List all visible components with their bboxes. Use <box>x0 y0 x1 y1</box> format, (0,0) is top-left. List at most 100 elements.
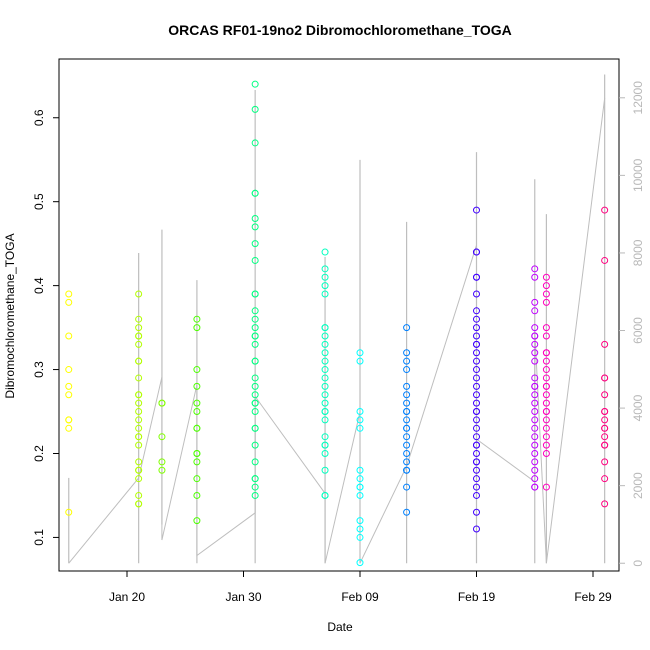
data-point <box>601 408 609 416</box>
data-point <box>251 408 259 416</box>
data-point <box>135 441 143 449</box>
data-point <box>251 256 259 264</box>
data-point <box>193 424 201 432</box>
x-tick-label: Feb 29 <box>574 590 612 604</box>
data-point <box>135 315 143 323</box>
data-point <box>65 332 73 340</box>
data-point <box>356 559 364 567</box>
data-point <box>542 324 550 332</box>
data-point <box>531 458 539 466</box>
data-point <box>403 357 411 365</box>
data-point <box>251 105 259 113</box>
data-point <box>356 349 364 357</box>
data-point <box>321 290 329 298</box>
data-point <box>473 391 480 399</box>
data-point <box>531 298 539 306</box>
y-tick-label: 0.1 <box>32 529 46 546</box>
data-point <box>403 441 411 449</box>
data-point <box>135 500 143 508</box>
data-point <box>321 441 329 449</box>
data-point <box>321 340 329 348</box>
y-tick-label: 0.4 <box>32 277 46 294</box>
data-point <box>321 282 329 290</box>
data-point <box>321 273 329 281</box>
x-tick-label: Feb 19 <box>458 590 496 604</box>
data-point <box>542 282 550 290</box>
data-point <box>135 466 143 474</box>
data-point <box>193 324 201 332</box>
data-point <box>321 357 329 365</box>
data-point <box>193 408 201 416</box>
data-point <box>601 458 609 466</box>
data-point <box>473 475 480 483</box>
data-point <box>473 449 480 457</box>
data-point <box>473 458 480 466</box>
data-point <box>321 265 329 273</box>
data-point <box>356 525 364 533</box>
data-point <box>251 424 259 432</box>
data-point <box>601 441 609 449</box>
data-point <box>601 416 609 424</box>
data-point <box>135 399 143 407</box>
data-point <box>251 80 259 88</box>
data-point <box>193 491 201 499</box>
data-point <box>251 391 259 399</box>
data-point <box>158 399 166 407</box>
data-point <box>251 290 259 298</box>
data-point <box>193 399 201 407</box>
data-point <box>321 382 329 390</box>
data-point <box>473 248 480 256</box>
data-point <box>531 466 539 474</box>
data-point <box>403 483 411 491</box>
y-right-tick-label: 0 <box>631 560 645 567</box>
data-point <box>531 475 539 483</box>
data-point <box>356 416 364 424</box>
x-tick-label: Jan 30 <box>225 590 261 604</box>
data-point <box>135 324 143 332</box>
data-point <box>531 324 539 332</box>
data-point <box>321 349 329 357</box>
data-point <box>65 298 73 306</box>
data-point <box>542 374 550 382</box>
y-right-tick-label: 4000 <box>631 394 645 421</box>
data-point <box>542 441 550 449</box>
data-point <box>473 349 480 357</box>
data-point <box>473 374 480 382</box>
data-point <box>321 391 329 399</box>
data-point <box>251 382 259 390</box>
data-point <box>542 357 550 365</box>
data-point <box>356 517 364 525</box>
data-point <box>473 315 480 323</box>
data-point <box>403 424 411 432</box>
data-point <box>65 290 73 298</box>
chart-title: ORCAS RF01-19no2 Dibromochloromethane_TO… <box>168 22 512 38</box>
data-point <box>531 391 539 399</box>
data-point <box>158 466 166 474</box>
data-point <box>193 382 201 390</box>
data-point <box>531 449 539 457</box>
data-point <box>542 433 550 441</box>
x-axis: Jan 20 Jan 30 Feb 09 Feb 19 Feb 29 <box>109 571 612 604</box>
data-point <box>356 533 364 541</box>
data-point <box>135 357 143 365</box>
y-axis-right: 0 2000 4000 6000 8000 10000 12000 <box>619 81 645 567</box>
data-point <box>321 416 329 424</box>
y-tick-label: 0.6 <box>32 109 46 126</box>
x-tick-label: Feb 09 <box>341 590 379 604</box>
data-point <box>193 475 201 483</box>
data-point <box>542 449 550 457</box>
data-point <box>531 483 539 491</box>
data-point <box>473 382 480 390</box>
data-point <box>473 206 480 214</box>
data-point <box>356 357 364 365</box>
data-point <box>321 332 329 340</box>
data-point <box>403 458 411 466</box>
data-point <box>321 366 329 374</box>
data-point <box>531 424 539 432</box>
data-point <box>403 466 411 474</box>
data-point <box>403 449 411 457</box>
data-point <box>321 399 329 407</box>
data-point <box>65 416 73 424</box>
data-point <box>251 483 259 491</box>
data-point <box>531 433 539 441</box>
